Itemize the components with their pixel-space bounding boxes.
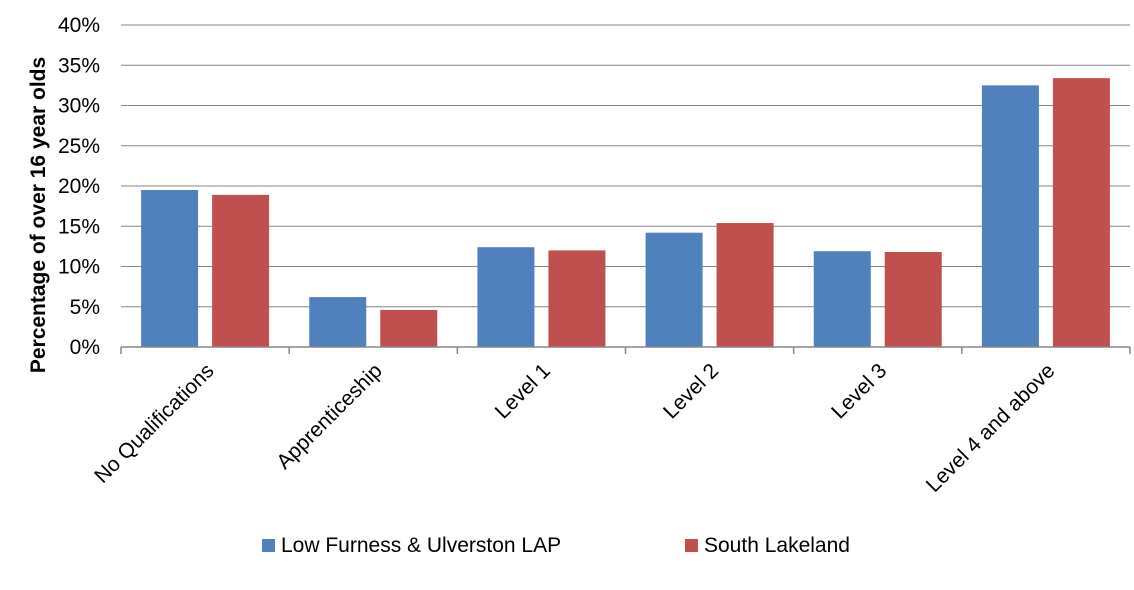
category-label: Level 4 and above bbox=[922, 359, 1060, 497]
legend-label: South Lakeland bbox=[704, 534, 850, 557]
category-labels: No Qualifications Apprenticeship Level 1 Le… bbox=[90, 359, 1059, 497]
category-label: Apprenticeship bbox=[272, 359, 386, 473]
bars bbox=[141, 78, 1110, 347]
y-axis-ticks: 0% 5% 10% 15% 20% 25% 30% 35% 40% bbox=[58, 14, 100, 359]
bar bbox=[477, 247, 535, 347]
y-tick-label: 20% bbox=[58, 175, 100, 198]
bar bbox=[716, 223, 774, 347]
y-tick-label: 40% bbox=[58, 14, 100, 37]
bar bbox=[813, 251, 871, 347]
legend-swatch bbox=[262, 539, 275, 552]
legend-swatch bbox=[685, 539, 698, 552]
x-axis-ticks bbox=[120, 347, 1131, 354]
bar bbox=[884, 252, 942, 347]
y-axis-label: Percentage of over 16 year olds bbox=[27, 57, 50, 373]
y-tick-label: 0% bbox=[70, 336, 100, 359]
category-label: Level 2 bbox=[659, 359, 723, 423]
bar bbox=[380, 309, 438, 347]
bar bbox=[548, 250, 606, 347]
bar bbox=[1052, 78, 1110, 347]
bar bbox=[141, 190, 199, 347]
y-tick-label: 5% bbox=[70, 296, 100, 319]
category-label: Level 3 bbox=[827, 359, 891, 423]
y-tick-label: 30% bbox=[58, 95, 100, 118]
bar bbox=[981, 85, 1039, 347]
bar bbox=[645, 232, 703, 347]
bar bbox=[309, 297, 367, 347]
legend: Low Furness & Ulverston LAP South Lakelan… bbox=[262, 534, 850, 557]
category-label: Level 1 bbox=[491, 359, 555, 423]
bar bbox=[212, 194, 270, 347]
y-tick-label: 15% bbox=[58, 215, 100, 238]
category-label: No Qualifications bbox=[90, 359, 219, 488]
y-tick-label: 35% bbox=[58, 54, 100, 77]
y-tick-label: 25% bbox=[58, 135, 100, 158]
legend-label: Low Furness & Ulverston LAP bbox=[281, 534, 561, 557]
y-tick-label: 10% bbox=[58, 256, 100, 279]
gridlines bbox=[121, 24, 1130, 308]
